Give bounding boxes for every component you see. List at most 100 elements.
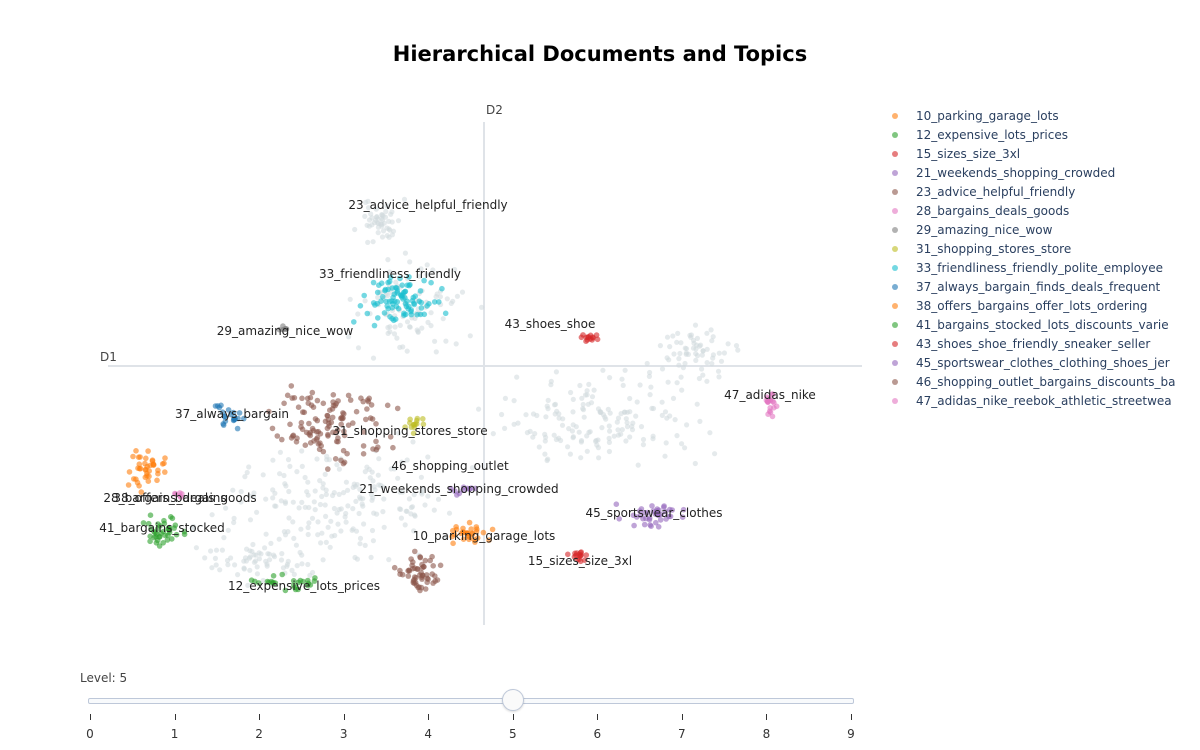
document-point xyxy=(305,492,311,498)
slider-tick xyxy=(259,714,261,720)
level-slider-track[interactable] xyxy=(88,698,854,704)
document-point xyxy=(329,533,335,539)
document-point xyxy=(568,389,574,396)
document-point xyxy=(709,361,715,367)
legend-label: 45_sportswear_clothes_clothing_shoes_jer xyxy=(916,355,1170,370)
topic-point xyxy=(307,440,314,446)
document-point xyxy=(357,541,363,547)
legend-item[interactable]: 41_bargains_stocked_lots_discounts_varie xyxy=(888,315,1175,334)
legend-item[interactable]: 38_offers_bargains_offer_lots_ordering xyxy=(888,296,1175,315)
document-point xyxy=(291,571,297,578)
legend-item[interactable]: 46_shopping_outlet_bargains_discounts_ba xyxy=(888,372,1175,391)
level-slider-handle[interactable] xyxy=(501,689,524,711)
legend-item[interactable]: 31_shopping_stores_store xyxy=(888,239,1175,258)
legend-item[interactable]: 33_friendliness_friendly_polite_employee xyxy=(888,258,1175,277)
document-point xyxy=(425,454,431,460)
document-point xyxy=(428,323,434,329)
document-point xyxy=(219,547,225,553)
legend-item[interactable]: 29_amazing_nice_wow xyxy=(888,220,1175,239)
document-point xyxy=(355,311,361,317)
document-point xyxy=(733,343,740,349)
topic-point xyxy=(466,536,472,543)
legend-item[interactable]: 21_weekends_shopping_crowded xyxy=(888,163,1175,182)
document-point xyxy=(694,335,701,341)
document-point xyxy=(370,239,376,245)
legend-item[interactable]: 12_expensive_lots_prices xyxy=(888,125,1175,144)
topic-point xyxy=(324,425,331,432)
document-point xyxy=(696,375,703,382)
document-point xyxy=(212,555,218,562)
topic-point xyxy=(401,310,407,317)
topic-point xyxy=(371,322,378,329)
topic-point xyxy=(338,457,344,464)
topic-point xyxy=(290,578,297,584)
document-point xyxy=(434,291,440,297)
topic-point xyxy=(172,522,179,528)
topic-point xyxy=(276,326,283,333)
slider-tick xyxy=(90,714,91,720)
document-point xyxy=(675,330,681,336)
document-point xyxy=(241,565,247,571)
legend-item[interactable]: 28_bargains_deals_goods xyxy=(888,201,1175,220)
topic-point xyxy=(130,453,136,460)
document-point xyxy=(578,455,584,461)
document-point xyxy=(605,406,611,412)
document-point xyxy=(615,415,622,421)
document-point xyxy=(502,425,508,431)
document-point xyxy=(322,502,328,508)
document-point xyxy=(387,269,393,275)
topic-point xyxy=(409,297,416,304)
document-point xyxy=(305,524,311,531)
document-point xyxy=(710,355,716,361)
topic-point xyxy=(427,557,434,564)
topic-point xyxy=(422,557,429,564)
topic-point xyxy=(400,289,407,296)
document-point xyxy=(225,562,231,568)
document-point xyxy=(310,569,316,576)
document-point xyxy=(311,499,317,505)
document-point xyxy=(231,515,237,522)
slider-tick-label: 4 xyxy=(424,727,433,741)
document-point xyxy=(357,486,363,492)
topic-point xyxy=(266,408,272,415)
legend-item[interactable]: 45_sportswear_clothes_clothing_shoes_jer xyxy=(888,353,1175,372)
document-point xyxy=(704,330,710,336)
document-point xyxy=(202,555,208,561)
document-point xyxy=(380,228,387,234)
legend-item[interactable]: 23_advice_helpful_friendly xyxy=(888,182,1175,201)
document-point xyxy=(334,462,340,468)
legend-label: 29_amazing_nice_wow xyxy=(916,222,1053,237)
topic-point xyxy=(409,562,415,569)
document-point xyxy=(289,567,295,574)
document-point xyxy=(388,466,394,472)
legend-item[interactable]: 15_sizes_size_3xl xyxy=(888,144,1175,163)
document-point xyxy=(692,322,699,328)
legend-item[interactable]: 10_parking_garage_lots xyxy=(888,106,1175,125)
document-point xyxy=(388,211,394,217)
document-point xyxy=(416,273,423,279)
document-point xyxy=(324,453,330,459)
document-point xyxy=(368,554,374,561)
document-point xyxy=(302,474,308,481)
legend-item[interactable]: 37_always_bargain_finds_deals_frequent xyxy=(888,277,1175,296)
topic-point xyxy=(637,508,643,514)
document-point xyxy=(672,417,678,423)
topic-point xyxy=(593,332,600,338)
document-point xyxy=(381,496,387,502)
legend-item[interactable]: 43_shoes_shoe_friendly_sneaker_seller xyxy=(888,334,1175,353)
document-point xyxy=(299,561,305,567)
document-point xyxy=(375,472,381,478)
topic-point xyxy=(148,526,154,532)
document-point xyxy=(319,530,325,536)
topic-point xyxy=(384,402,391,409)
document-point xyxy=(400,489,406,495)
legend-item[interactable]: 47_adidas_nike_reebok_athletic_streetwea xyxy=(888,391,1175,410)
topic-point xyxy=(147,533,153,540)
document-point xyxy=(448,300,454,306)
topic-point xyxy=(583,338,589,345)
document-point xyxy=(425,493,431,499)
topic-point xyxy=(369,416,376,422)
document-point xyxy=(664,334,671,340)
document-point xyxy=(401,196,408,202)
